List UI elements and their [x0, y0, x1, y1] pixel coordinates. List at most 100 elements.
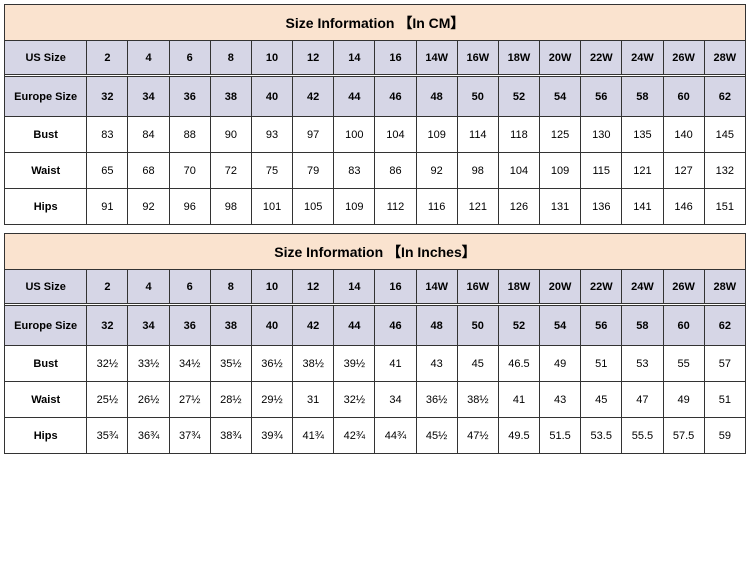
cell: 135 [622, 117, 663, 153]
cell: 2 [87, 41, 128, 75]
cell: 116 [416, 189, 457, 225]
cell: 34 [375, 382, 416, 418]
cell: 18W [498, 270, 539, 304]
cell: 53 [622, 346, 663, 382]
cell: 43 [416, 346, 457, 382]
cell: 88 [169, 117, 210, 153]
cell: 29½ [251, 382, 292, 418]
cell: 90 [210, 117, 251, 153]
table-row: Bust838488909397100104109114118125130135… [5, 117, 746, 153]
cell: 39½ [334, 346, 375, 382]
cell: 54 [540, 77, 581, 117]
cell: 38 [210, 306, 251, 346]
cell: 56 [581, 306, 622, 346]
cell: 98 [457, 153, 498, 189]
cell: 146 [663, 189, 704, 225]
cell: 112 [375, 189, 416, 225]
table-title: Size Information 【In Inches】 [5, 234, 746, 270]
table-row: Hips919296981011051091121161211261311361… [5, 189, 746, 225]
cell: 151 [704, 189, 745, 225]
cell: 105 [293, 189, 334, 225]
cell: 31 [293, 382, 334, 418]
row-label: Bust [5, 346, 87, 382]
cell: 56 [581, 77, 622, 117]
cell: 51 [581, 346, 622, 382]
cell: 42 [293, 306, 334, 346]
cell: 68 [128, 153, 169, 189]
cell: 55.5 [622, 418, 663, 454]
cell: 22W [581, 270, 622, 304]
cell: 101 [251, 189, 292, 225]
cell: 38¾ [210, 418, 251, 454]
cell: 132 [704, 153, 745, 189]
table-title: Size Information 【In CM】 [5, 5, 746, 41]
cell: 35¾ [87, 418, 128, 454]
row-label: Waist [5, 153, 87, 189]
cell: 44¾ [375, 418, 416, 454]
cell: 42 [293, 77, 334, 117]
cell: 50 [457, 77, 498, 117]
cell: 47½ [457, 418, 498, 454]
cell: 12 [293, 270, 334, 304]
cell: 16 [375, 41, 416, 75]
cell: 58 [622, 306, 663, 346]
cell: 2 [87, 270, 128, 304]
cell: 60 [663, 77, 704, 117]
cell: 16 [375, 270, 416, 304]
cell: 6 [169, 270, 210, 304]
cell: 20W [540, 41, 581, 75]
cell: 41¾ [293, 418, 334, 454]
cell: 42¾ [334, 418, 375, 454]
cell: 44 [334, 77, 375, 117]
cell: 41 [498, 382, 539, 418]
cell: 100 [334, 117, 375, 153]
cell: 38½ [293, 346, 334, 382]
cell: 46 [375, 77, 416, 117]
cell: 97 [293, 117, 334, 153]
row-label: US Size [5, 41, 87, 75]
cell: 51.5 [540, 418, 581, 454]
cell: 141 [622, 189, 663, 225]
cell: 16W [457, 270, 498, 304]
cell: 40 [251, 77, 292, 117]
row-label: Bust [5, 117, 87, 153]
cell: 20W [540, 270, 581, 304]
size-tables-container: Size Information 【In CM】US Size246810121… [4, 4, 746, 454]
cell: 47 [622, 382, 663, 418]
row-label: Europe Size [5, 77, 87, 117]
cell: 27½ [169, 382, 210, 418]
table-row: Bust32½33½34½35½36½38½39½41434546.549515… [5, 346, 746, 382]
row-label: Hips [5, 189, 87, 225]
cell: 52 [498, 306, 539, 346]
cell: 91 [87, 189, 128, 225]
row-label: Waist [5, 382, 87, 418]
cell: 39¾ [251, 418, 292, 454]
cell: 109 [416, 117, 457, 153]
cell: 54 [540, 306, 581, 346]
cell: 72 [210, 153, 251, 189]
cell: 6 [169, 41, 210, 75]
size-table-1: Size Information 【In Inches】US Size24681… [4, 233, 746, 454]
cell: 37¾ [169, 418, 210, 454]
cell: 24W [622, 41, 663, 75]
cell: 49 [663, 382, 704, 418]
table-row: Waist25½26½27½28½29½3132½3436½38½4143454… [5, 382, 746, 418]
table-row: Waist65687072757983869298104109115121127… [5, 153, 746, 189]
cell: 43 [540, 382, 581, 418]
cell: 53.5 [581, 418, 622, 454]
table-row: Europe Size32343638404244464850525456586… [5, 77, 746, 117]
cell: 126 [498, 189, 539, 225]
row-label: Europe Size [5, 306, 87, 346]
cell: 48 [416, 77, 457, 117]
cell: 32 [87, 306, 128, 346]
cell: 55 [663, 346, 704, 382]
cell: 34 [128, 306, 169, 346]
cell: 26W [663, 270, 704, 304]
cell: 121 [457, 189, 498, 225]
cell: 28½ [210, 382, 251, 418]
cell: 34 [128, 77, 169, 117]
cell: 36 [169, 77, 210, 117]
cell: 83 [87, 117, 128, 153]
cell: 52 [498, 77, 539, 117]
cell: 10 [251, 41, 292, 75]
